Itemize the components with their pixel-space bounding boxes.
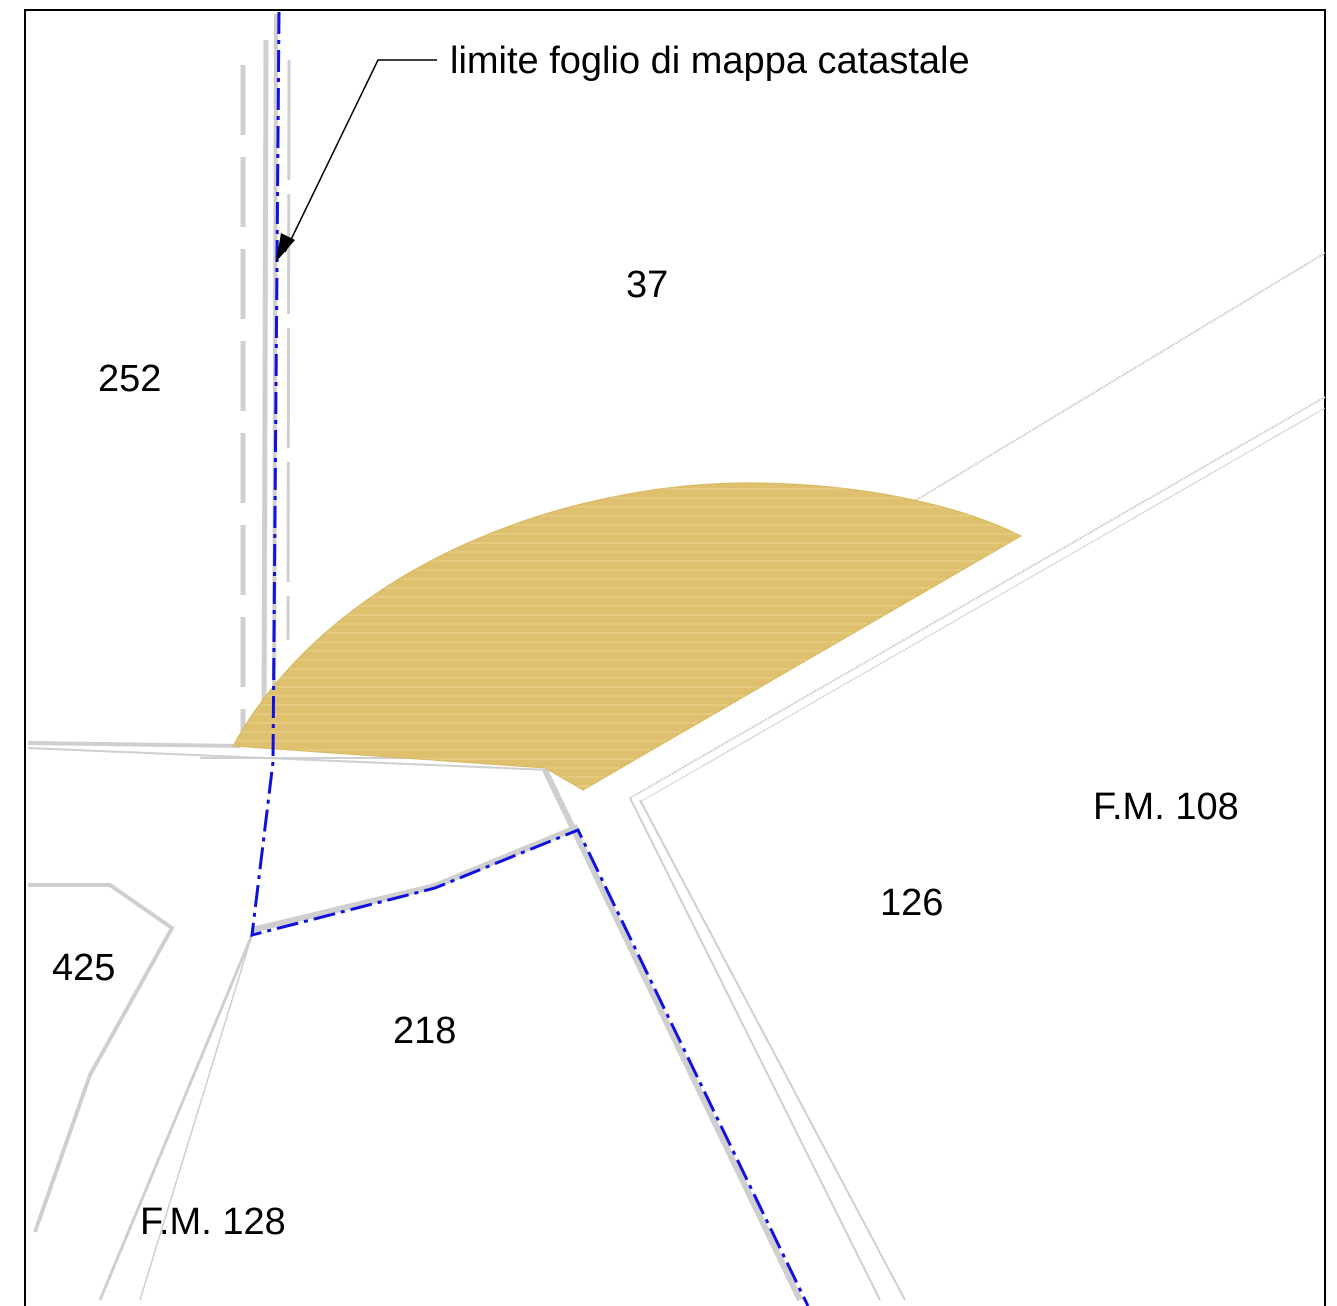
annotation-label: limite foglio di mappa catastale (450, 40, 970, 82)
road-edge-right (286, 59, 291, 641)
diagonal-lower-line-2 (639, 407, 1326, 803)
parcel-label-218: 218 (393, 1010, 456, 1052)
parcel-label-425: 425 (52, 947, 115, 989)
south-west-edge-2 (139, 934, 253, 1301)
leader-line (284, 59, 437, 253)
leader-arrowhead-icon (276, 233, 295, 262)
parcel-label-37: 37 (626, 264, 668, 306)
horizontal-edge-top (27, 741, 241, 748)
parcel-boundaries (27, 13, 1326, 1302)
parcel-218-grey-edge (251, 824, 580, 933)
annotation-leader (276, 59, 437, 262)
sheet-boundary-line (250, 11, 810, 1306)
road-diagonal-right-1 (629, 797, 881, 1301)
road-edge-left-inner (261, 39, 269, 736)
diagonal-lower-line-1 (629, 396, 1326, 799)
sheet-label-fm108: F.M. 108 (1093, 786, 1239, 828)
parcel-label-126: 126 (880, 882, 943, 924)
map-frame (24, 9, 1326, 1306)
sheet-boundary (250, 11, 810, 1306)
road-diagonal-thick (542, 768, 803, 1302)
sheet-label-fm128: F.M. 128 (140, 1201, 286, 1243)
parcel-label-252: 252 (98, 358, 161, 400)
parcel-425-boundary (28, 883, 175, 1233)
road-diagonal-right-2 (639, 799, 906, 1301)
south-west-edge-1 (98, 934, 254, 1301)
highlighted-area (232, 482, 1023, 791)
